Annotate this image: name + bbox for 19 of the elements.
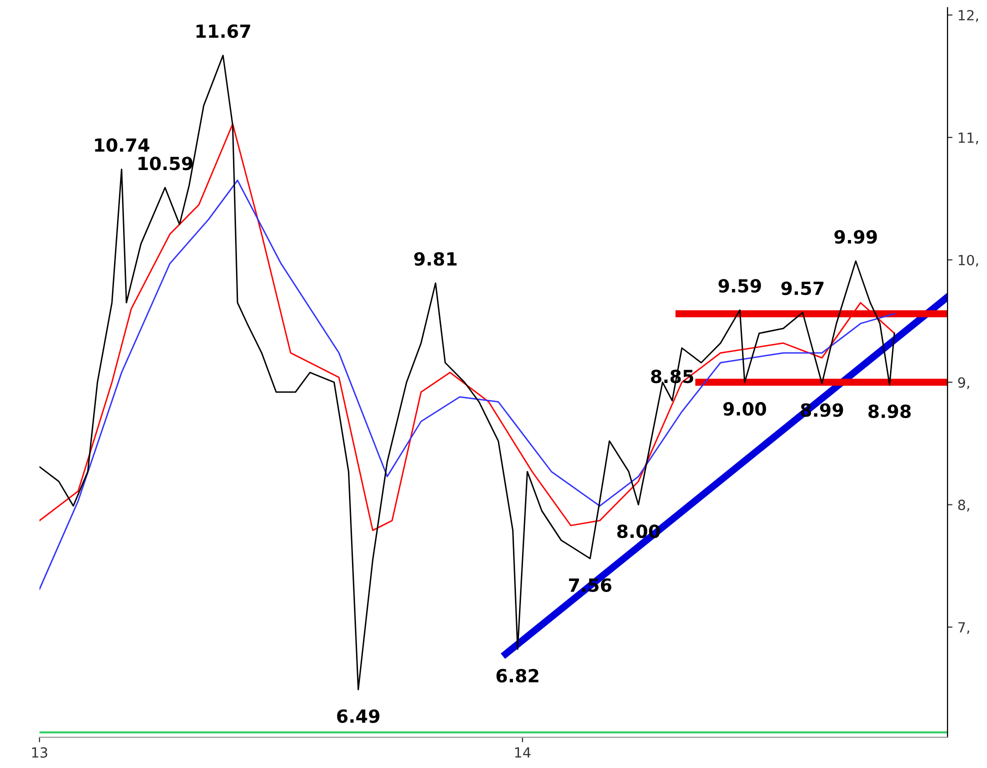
y-tick-label: 9, [958,377,970,390]
annotation: 6.82 [496,668,538,683]
y-tick-label: 12, [958,10,978,22]
annotation: 9.81 [414,252,457,266]
annotation: 9.57 [781,281,824,296]
y-tick-label: 10, [958,254,978,267]
annotation: 8.98 [868,404,911,418]
annotation: 11.67 [196,24,250,38]
annotation: 10.74 [95,138,150,152]
annotation: 9.99 [834,230,877,244]
annotation: 6.49 [337,709,380,723]
y-tick-label: 8, [958,500,970,512]
x-tick-label: 14 [515,747,531,758]
x-tick-label: 13 [32,747,48,758]
annotation: 9.59 [718,279,761,293]
y-tick-label: 7, [958,622,970,634]
annotation: 9.00 [723,402,766,416]
y-tick-label: 11, [958,132,978,144]
annotation: 10.59 [138,156,192,170]
